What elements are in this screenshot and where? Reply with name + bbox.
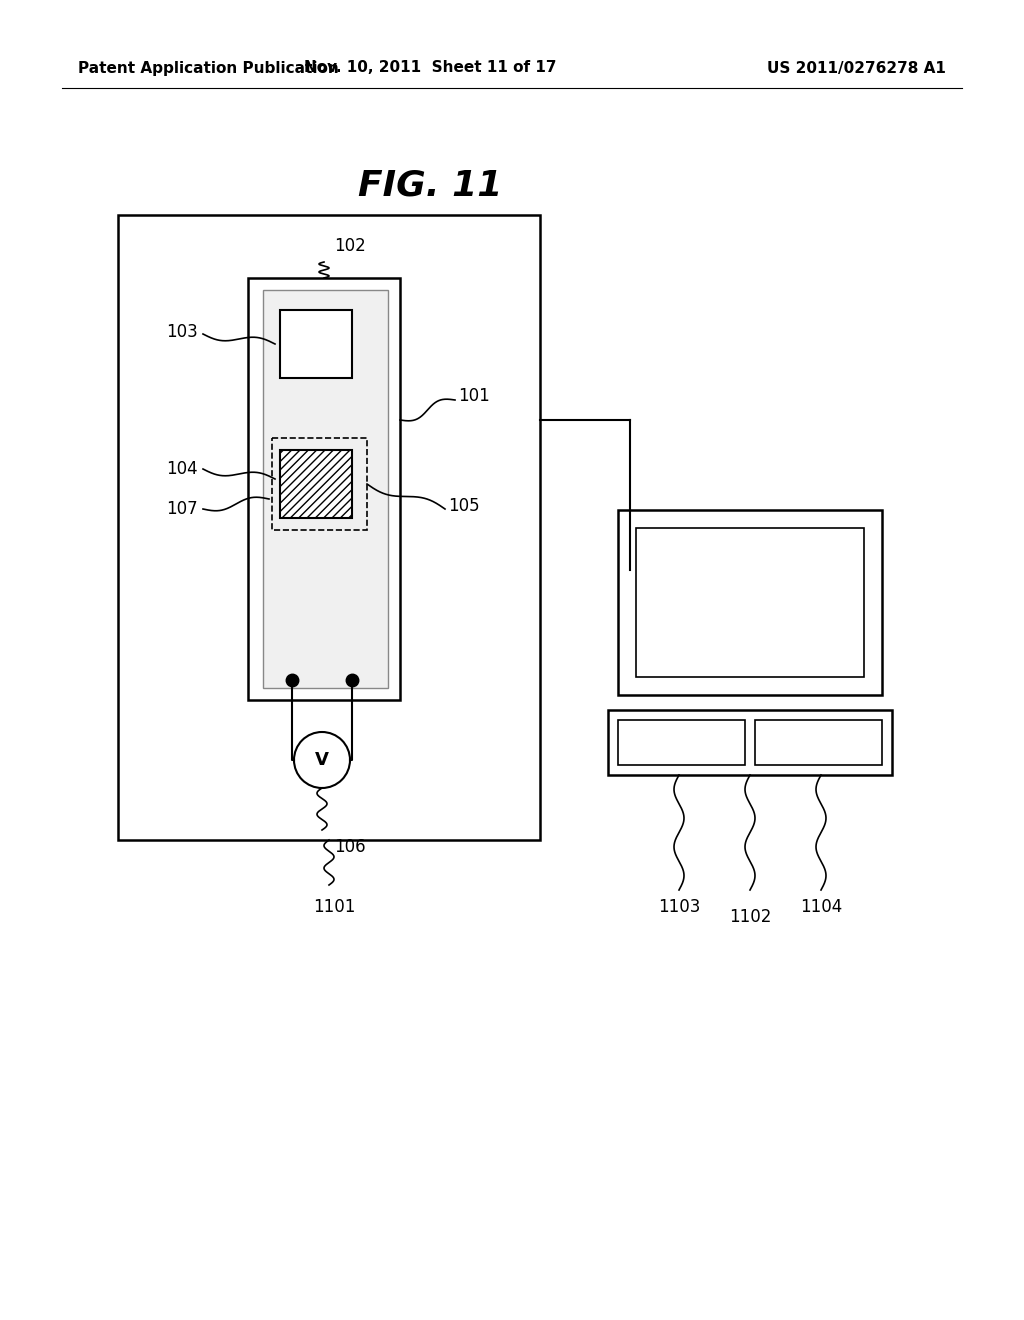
Bar [272,438,367,531]
Bar [755,719,882,766]
Text: 1101: 1101 [312,898,355,916]
Bar [636,528,864,677]
Bar [618,719,745,766]
Text: 104: 104 [166,459,198,478]
Bar [118,215,540,840]
Bar [248,279,400,700]
Bar [608,710,892,775]
Text: 1103: 1103 [657,898,700,916]
Text: V: V [315,751,329,770]
Text: US 2011/0276278 A1: US 2011/0276278 A1 [767,61,946,75]
Bar [280,310,352,378]
Text: 1102: 1102 [729,908,771,927]
Text: Patent Application Publication: Patent Application Publication [78,61,339,75]
Bar [280,450,352,517]
Text: 103: 103 [166,323,198,341]
Text: Nov. 10, 2011  Sheet 11 of 17: Nov. 10, 2011 Sheet 11 of 17 [304,61,556,75]
Text: 102: 102 [334,238,366,255]
Text: 105: 105 [449,498,479,515]
Text: 1104: 1104 [800,898,842,916]
Text: 107: 107 [166,500,198,517]
Text: 106: 106 [334,838,366,855]
Text: FIG. 11: FIG. 11 [357,168,502,202]
Bar [263,290,388,688]
Circle shape [294,733,350,788]
Text: 101: 101 [458,387,489,405]
Bar [618,510,882,696]
